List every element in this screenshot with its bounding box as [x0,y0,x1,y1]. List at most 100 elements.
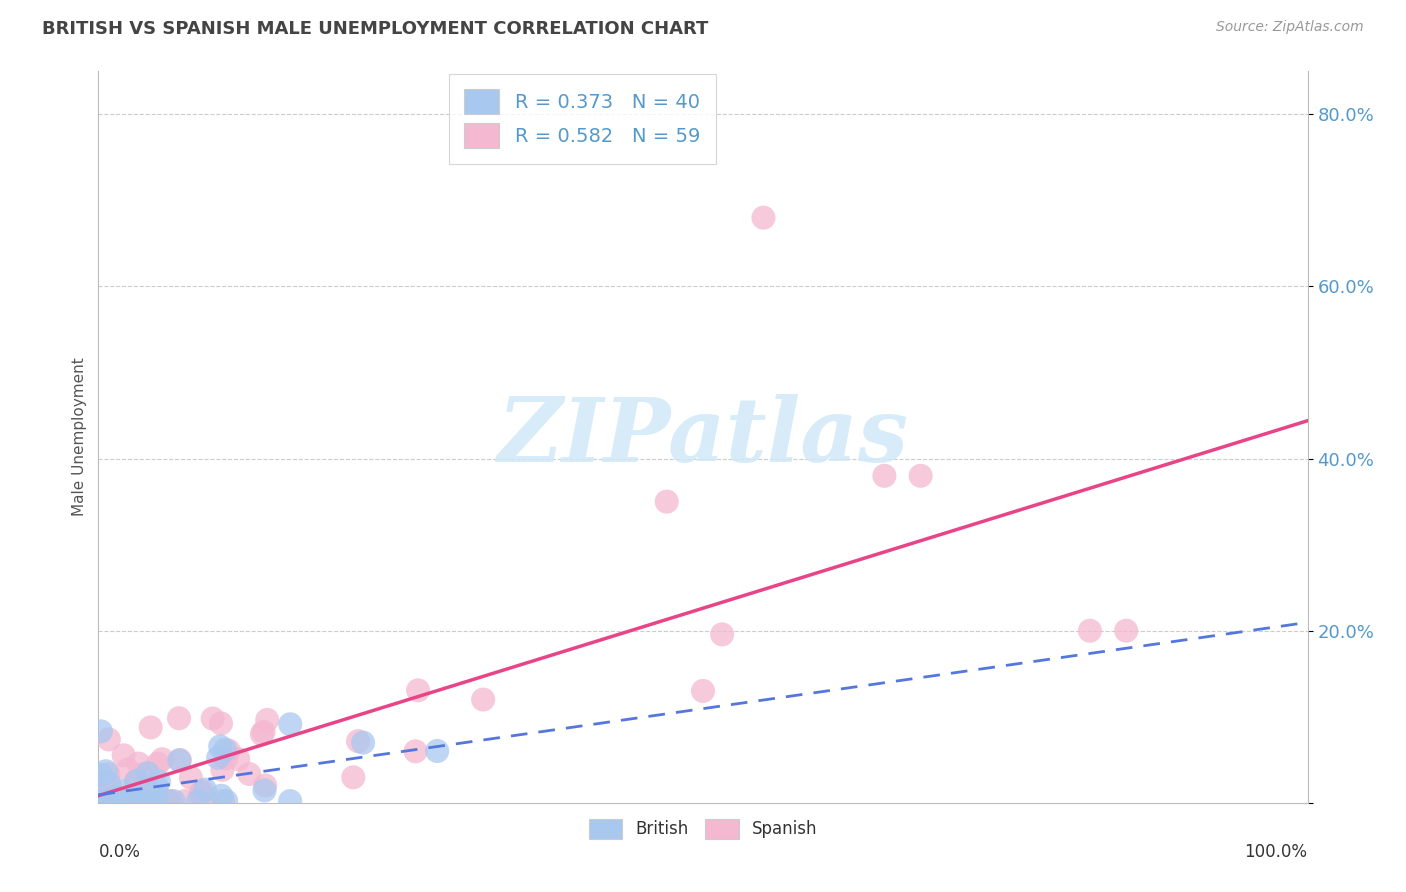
Point [104,790,127,805]
Point [100,794,122,808]
Point [252,724,274,739]
Point [169,753,191,767]
Point [187,794,209,808]
Point [180,771,202,785]
Point [226,752,249,766]
Point [98,777,121,791]
Point [110,794,132,808]
Point [97,732,120,747]
Text: 100.0%: 100.0% [1244,843,1308,861]
Legend: British, Spanish: British, Spanish [582,812,824,846]
Point [112,748,135,763]
Point [134,794,156,808]
Point [195,794,218,808]
Text: ZIPatlas: ZIPatlas [498,394,908,480]
Point [711,627,734,641]
Point [173,794,195,808]
Point [201,711,224,725]
Text: Source: ZipAtlas.com: Source: ZipAtlas.com [1216,20,1364,34]
Point [90,768,112,782]
Point [194,782,217,797]
Point [112,784,135,798]
Point [153,794,176,808]
Point [91,794,114,808]
Point [125,773,148,788]
Point [472,692,495,706]
Point [138,785,160,799]
Point [405,744,427,758]
Point [110,794,132,808]
Point [910,468,932,483]
Point [104,793,127,807]
Point [146,756,169,771]
Point [278,717,301,731]
Point [93,787,115,801]
Point [112,793,135,807]
Point [253,783,276,797]
Point [120,794,142,808]
Point [215,751,238,765]
Point [692,684,714,698]
Point [254,779,277,793]
Point [256,713,278,727]
Point [211,763,233,777]
Point [104,794,127,808]
Point [136,794,159,808]
Point [94,794,117,808]
Point [97,767,120,781]
Point [117,794,139,808]
Point [157,794,180,808]
Point [121,790,143,805]
Point [105,794,128,808]
Point [752,211,775,225]
Point [215,794,238,808]
Point [406,683,429,698]
Point [250,727,273,741]
Point [97,776,120,790]
Point [94,794,117,808]
Point [209,789,232,803]
Point [90,794,112,808]
Text: 0.0%: 0.0% [98,843,141,861]
Point [342,770,364,784]
Point [655,494,678,508]
Point [169,753,191,767]
Point [148,774,170,789]
Point [146,792,169,806]
Point [136,766,159,780]
Point [347,734,370,748]
Point [93,794,115,808]
Point [90,724,112,739]
Point [212,794,235,808]
Point [127,756,149,771]
Point [94,764,117,779]
Point [238,767,260,781]
Point [207,751,229,765]
Point [162,794,184,808]
Point [107,794,129,808]
Point [132,767,155,781]
Point [1115,624,1137,638]
Point [352,736,374,750]
Point [90,794,112,808]
Point [209,716,232,731]
Point [209,739,232,754]
Point [125,774,148,789]
Point [278,794,301,808]
Point [159,794,181,808]
Point [98,794,121,808]
Point [117,794,139,808]
Point [91,794,114,808]
Point [190,786,212,800]
Point [150,752,173,766]
Point [111,794,134,808]
Point [214,743,236,757]
Text: BRITISH VS SPANISH MALE UNEMPLOYMENT CORRELATION CHART: BRITISH VS SPANISH MALE UNEMPLOYMENT COR… [42,20,709,37]
Point [117,763,139,777]
Point [145,780,167,794]
Point [167,711,190,725]
Y-axis label: Male Unemployment: Male Unemployment [72,358,87,516]
Point [426,744,449,758]
Point [873,468,896,483]
Point [218,744,240,758]
